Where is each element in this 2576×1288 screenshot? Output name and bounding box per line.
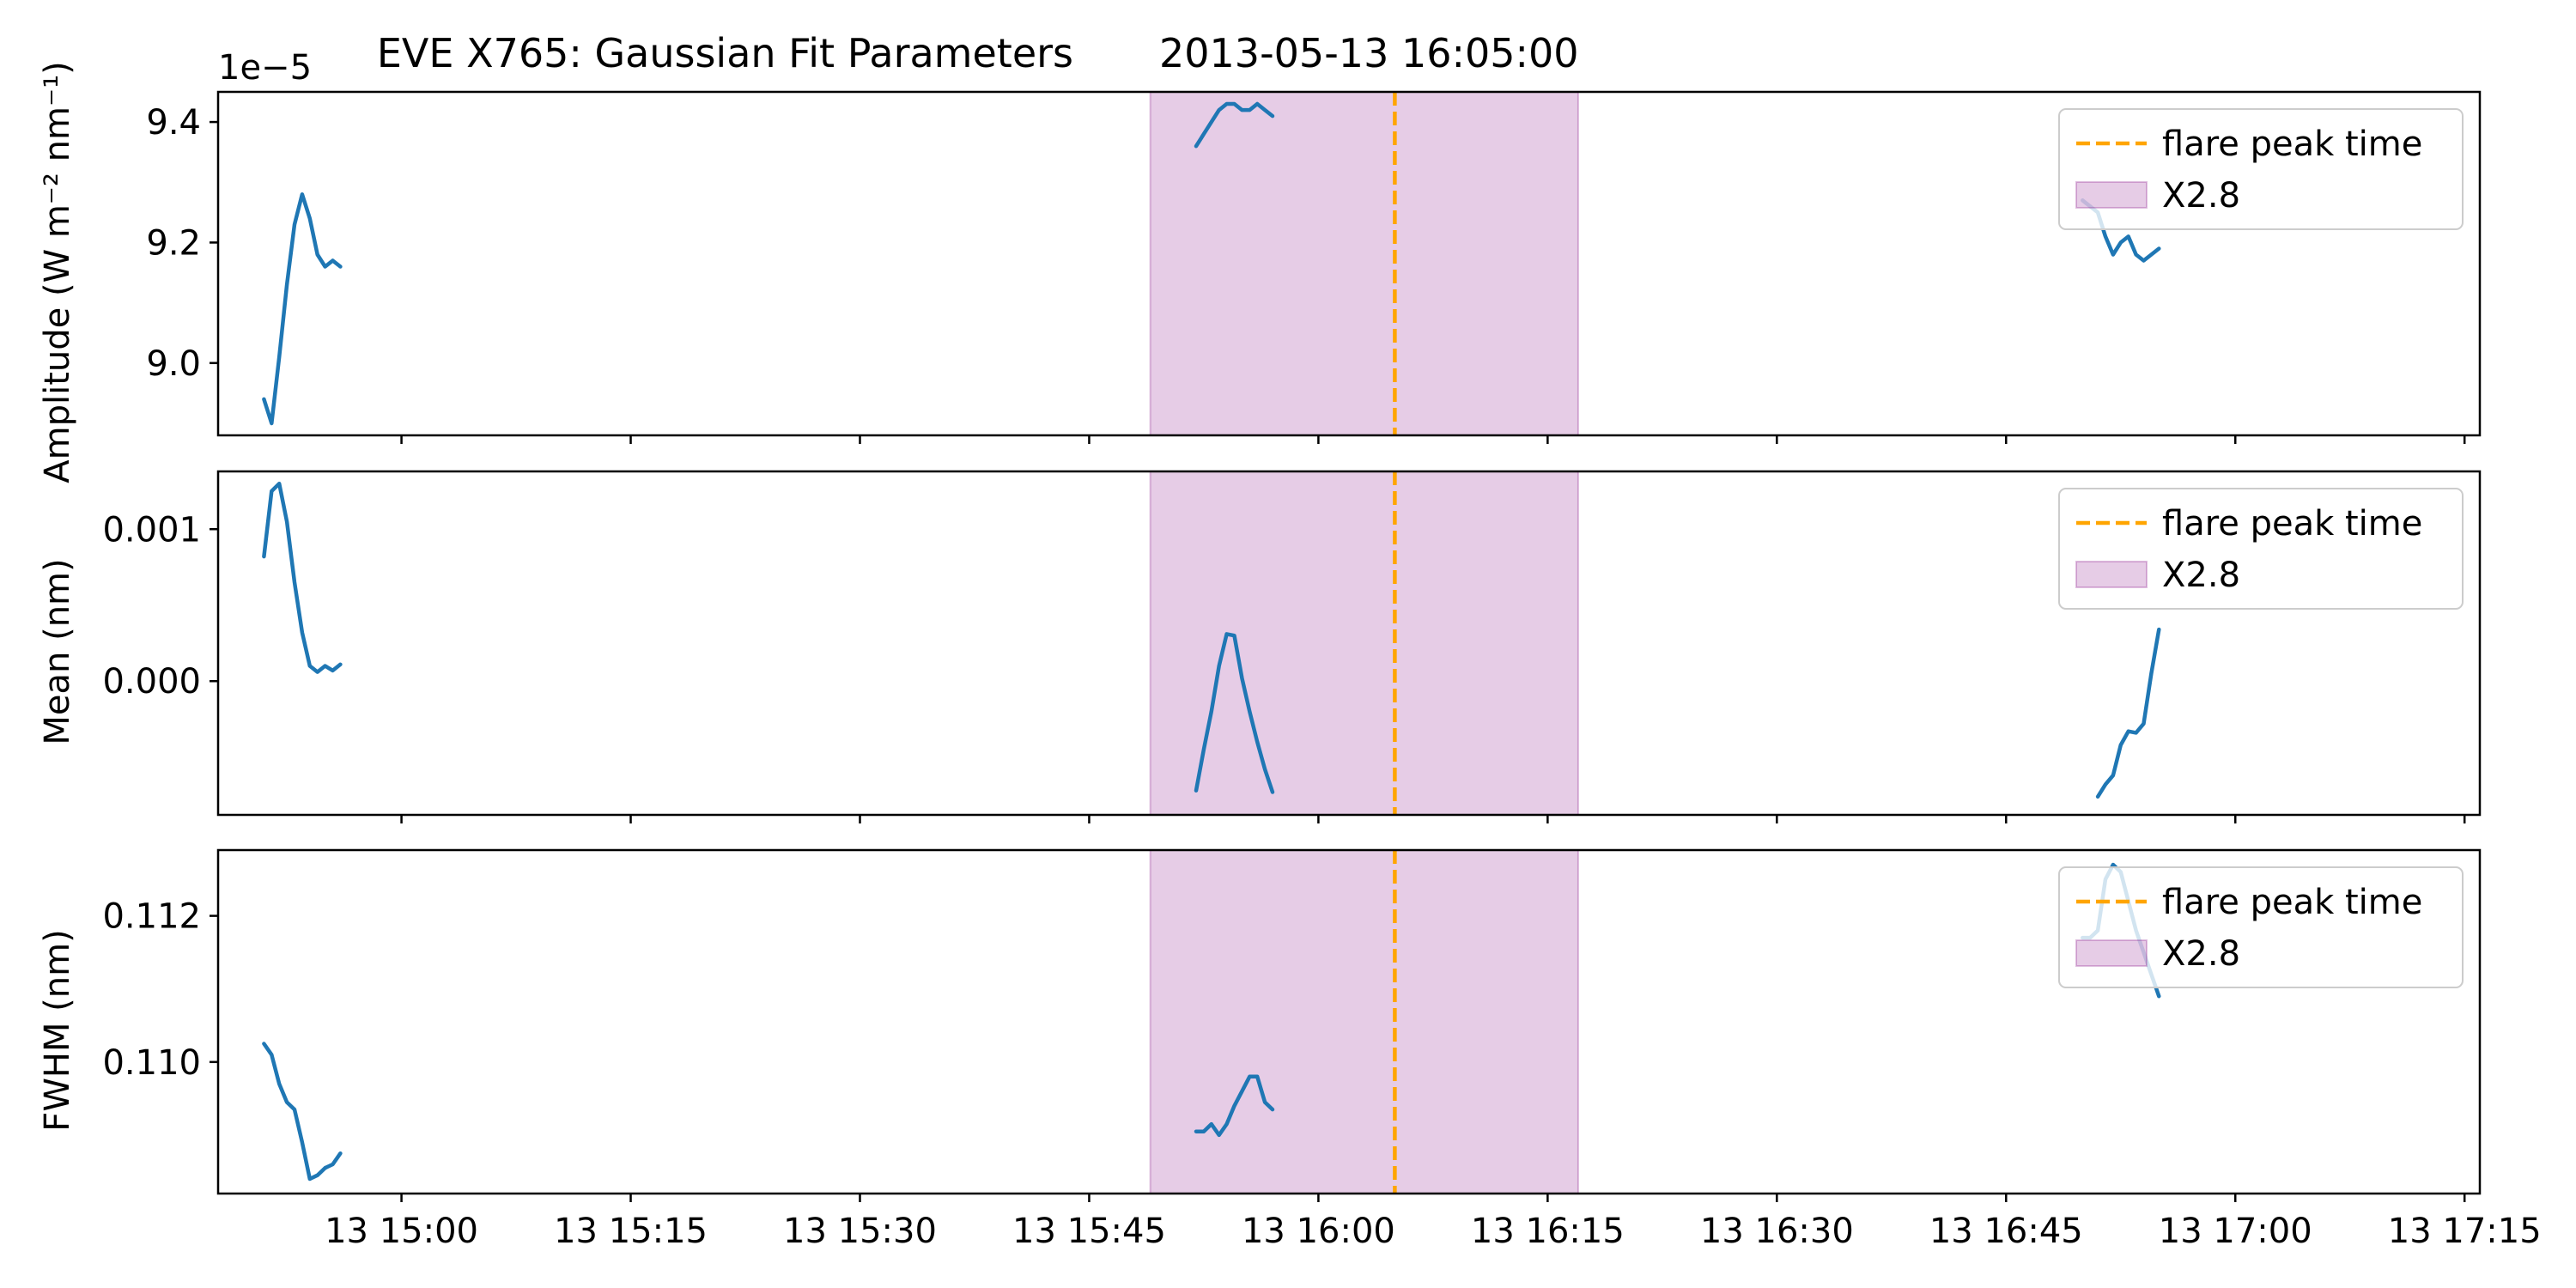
y-tick-label: 9.4 xyxy=(146,103,201,143)
legend-label-band: X2.8 xyxy=(2162,934,2240,974)
y-axis-label: Mean (nm) xyxy=(38,558,77,744)
y-axis-label: Amplitude (W m⁻² nm⁻¹) xyxy=(38,61,77,483)
legend-box xyxy=(2058,108,2464,230)
flare-window-band xyxy=(1149,849,1579,1194)
legend-label-peak: flare peak time xyxy=(2162,504,2422,544)
data-line-segment-3 xyxy=(2095,627,2161,799)
x-tick-label: 13 15:15 xyxy=(554,1212,708,1251)
y-tick-label: 0.110 xyxy=(102,1043,201,1083)
y-tick-label: 0.000 xyxy=(102,662,201,702)
legend-band-swatch xyxy=(2075,181,2148,209)
panels-group: 9.0 9.2 9.4 Amplitude (W m⁻² nm⁻¹) 1e−5 flare… xyxy=(38,48,2542,1251)
y-axis-label: FWHM (nm) xyxy=(38,929,77,1131)
x-tick-label: 13 16:15 xyxy=(1471,1212,1625,1251)
chart-title: EVE X765: Gaussian Fit Parameters xyxy=(377,30,1073,76)
chart-title-time: 2013-05-13 16:05:00 xyxy=(1159,30,1579,76)
x-tick-label: 13 15:00 xyxy=(325,1212,478,1251)
y-tick-label: 0.001 xyxy=(102,510,201,550)
y-tick-label: 9.2 xyxy=(146,223,201,263)
data-line-segment-2 xyxy=(1194,101,1275,149)
panel-3: 13 15:00 13 15:15 13 15:30 13 15:45 13 16:00… xyxy=(38,848,2542,1251)
x-tick-label: 13 16:45 xyxy=(1929,1212,2083,1251)
legend: flare peak time X2.8 xyxy=(2058,488,2464,610)
legend-label-band: X2.8 xyxy=(2162,176,2240,216)
data-series-group xyxy=(262,481,2161,799)
legend-box xyxy=(2058,488,2464,610)
data-line-segment-2 xyxy=(1194,1074,1275,1138)
legend: flare peak time X2.8 xyxy=(2058,866,2464,988)
x-tick-label: 13 17:00 xyxy=(2159,1212,2312,1251)
data-line-segment-1 xyxy=(262,192,343,426)
legend-band-swatch xyxy=(2075,939,2148,967)
y-tick-label: 9.0 xyxy=(146,344,201,384)
legend-label-peak: flare peak time xyxy=(2162,125,2422,164)
flare-window-band xyxy=(1149,471,1579,816)
x-tick-label: 13 15:45 xyxy=(1012,1212,1166,1251)
flare-window-band xyxy=(1149,91,1579,436)
data-line-segment-1 xyxy=(262,1042,343,1182)
legend-band-swatch xyxy=(2075,561,2148,588)
legend-box xyxy=(2058,866,2464,988)
panel-2: 0.000 0.001 Mean (nm) flare peak time X2.8 xyxy=(38,470,2482,823)
legend-label-peak: flare peak time xyxy=(2162,883,2422,922)
axes-frame xyxy=(216,90,2482,437)
x-tick-label: 13 16:00 xyxy=(1242,1212,1395,1251)
legend: flare peak time X2.8 xyxy=(2058,108,2464,230)
y-tick-label: 0.112 xyxy=(102,897,201,937)
data-line-segment-2 xyxy=(1194,632,1275,794)
x-tick-label: 13 15:30 xyxy=(783,1212,937,1251)
panel-1: 9.0 9.2 9.4 Amplitude (W m⁻² nm⁻¹) 1e−5 flare… xyxy=(38,48,2482,483)
y-offset-text: 1e−5 xyxy=(218,48,312,88)
x-tick-label: 13 17:15 xyxy=(2388,1212,2542,1251)
data-line-segment-1 xyxy=(262,481,343,674)
axes-frame xyxy=(216,470,2482,817)
legend-label-band: X2.8 xyxy=(2162,556,2240,595)
axes-frame xyxy=(216,848,2482,1195)
x-tick-label: 13 16:30 xyxy=(1700,1212,1854,1251)
